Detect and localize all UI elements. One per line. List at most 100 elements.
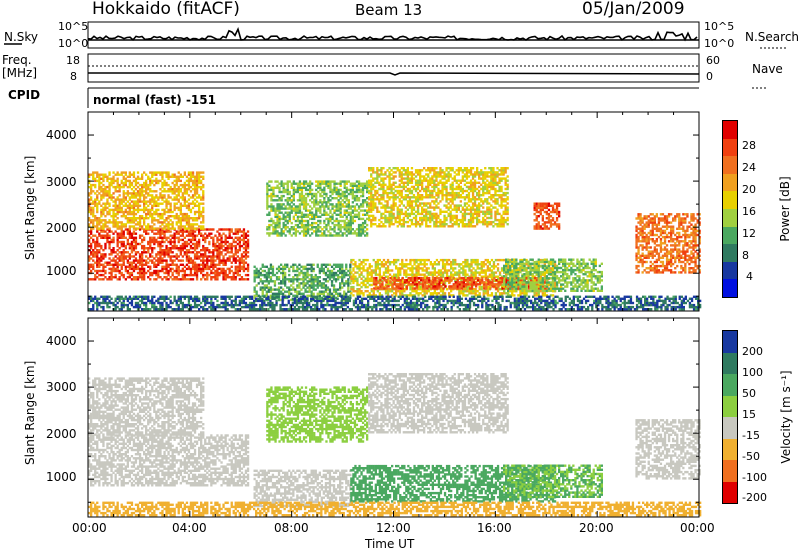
- power-cell: [195, 267, 199, 271]
- power-cell: [100, 194, 103, 197]
- power-cell: [257, 271, 260, 275]
- power-cell: [236, 236, 239, 239]
- power-cell: [181, 175, 184, 178]
- power-cell: [88, 259, 91, 262]
- power-cell: [136, 181, 140, 185]
- power-cell: [472, 281, 476, 284]
- power-cell: [580, 283, 583, 286]
- power-cell: [126, 251, 129, 254]
- power-cell: [507, 294, 510, 297]
- power-cell: [151, 249, 154, 252]
- power-cell: [261, 290, 264, 293]
- power-cell: [218, 228, 221, 231]
- power-cell: [539, 275, 542, 278]
- power-cell: [366, 281, 369, 285]
- power-cell: [169, 208, 172, 212]
- power-cell: [181, 228, 184, 231]
- power-cell: [543, 264, 546, 268]
- power-cell: [173, 215, 176, 218]
- power-cell: [108, 267, 111, 271]
- power-cell: [478, 271, 481, 274]
- power-cell: [122, 196, 125, 199]
- power-cell: [466, 261, 469, 264]
- power-cell: [88, 192, 91, 195]
- power-cell: [517, 269, 520, 272]
- power-cell: [443, 283, 447, 287]
- power-cell: [132, 240, 136, 244]
- power-cell: [161, 249, 164, 252]
- power-cell: [96, 227, 99, 230]
- power-cell: [151, 236, 154, 239]
- power-cell: [470, 258, 473, 262]
- power-cell: [386, 258, 390, 262]
- power-cell: [519, 290, 522, 293]
- power-cell: [214, 271, 217, 275]
- power-cell: [240, 261, 244, 264]
- power-cell: [386, 279, 390, 283]
- power-cell: [417, 271, 420, 274]
- power-cell: [110, 253, 113, 256]
- power-cell: [487, 283, 490, 286]
- power-cell: [543, 277, 546, 280]
- power-cell: [222, 255, 225, 258]
- power-cell: [466, 263, 469, 266]
- power-cell: [537, 258, 540, 261]
- power-cell: [128, 173, 131, 176]
- power-cell: [126, 217, 129, 220]
- power-cell: [290, 184, 293, 187]
- power-cell: [304, 290, 307, 293]
- power-cell: [122, 263, 125, 266]
- power-cell: [543, 263, 546, 266]
- power-cell: [288, 190, 291, 194]
- power-cell: [149, 271, 152, 275]
- power-cell: [358, 294, 361, 297]
- power-cell: [177, 227, 180, 230]
- power-cell: [116, 177, 119, 180]
- power-cell: [244, 244, 248, 248]
- power-cell: [464, 285, 468, 288]
- power-cell: [379, 283, 382, 286]
- power-cell: [244, 255, 248, 258]
- power-cell: [435, 292, 439, 295]
- power-cell: [193, 247, 197, 250]
- power-cell: [136, 221, 140, 224]
- power-cell: [429, 294, 432, 297]
- power-cell: [134, 236, 138, 239]
- power-cell: [92, 267, 95, 271]
- power-cell: [159, 251, 162, 254]
- power-cell: [266, 205, 269, 208]
- power-cell: [316, 286, 319, 289]
- power-cell: [132, 225, 136, 228]
- power-cell: [189, 251, 193, 254]
- power-cell: [204, 267, 207, 271]
- power-cell: [98, 261, 101, 264]
- power-cell: [270, 217, 273, 221]
- power-cell: [191, 181, 195, 185]
- power-cell: [198, 194, 201, 197]
- power-cell: [356, 279, 359, 283]
- power-cell: [527, 277, 530, 280]
- power-cell: [202, 198, 205, 201]
- power-cell: [401, 265, 404, 268]
- power-cell: [294, 219, 297, 223]
- power-cell: [136, 177, 140, 180]
- power-cell: [280, 190, 283, 194]
- power-cell: [102, 234, 105, 237]
- power-cell: [92, 253, 95, 256]
- power-cell: [316, 263, 319, 266]
- power-cell: [405, 273, 408, 276]
- power-cell: [159, 225, 162, 228]
- power-cell: [462, 283, 465, 286]
- power-cell: [318, 284, 321, 287]
- power-cell: [171, 271, 174, 275]
- power-cell: [501, 276, 504, 280]
- power-cell: [466, 283, 470, 286]
- power-cell: [527, 266, 530, 270]
- power-cell: [380, 294, 384, 297]
- power-cell: [288, 217, 291, 221]
- power-cell: [153, 232, 156, 235]
- power-cell: [173, 190, 176, 193]
- power-cell: [489, 281, 492, 284]
- power-cell: [296, 199, 300, 202]
- power-cell: [183, 269, 186, 273]
